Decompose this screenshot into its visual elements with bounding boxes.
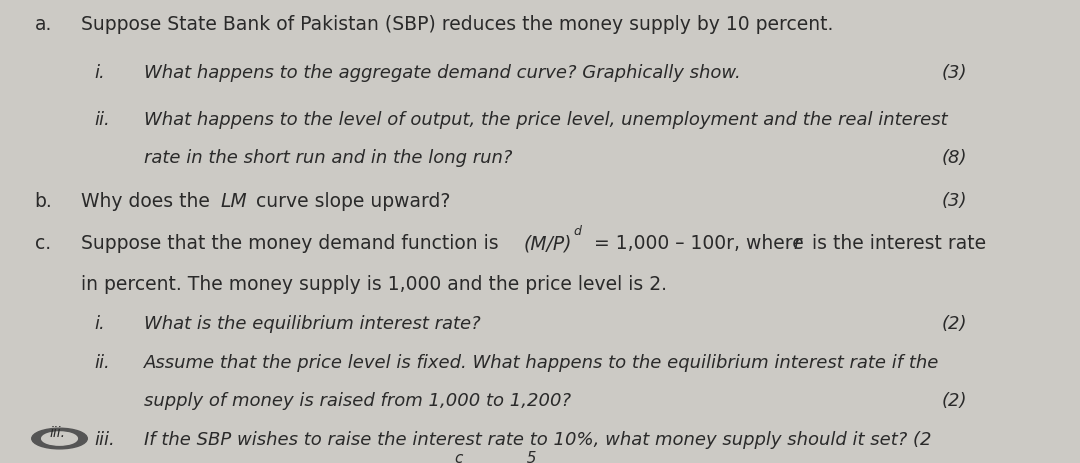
Circle shape <box>42 432 78 445</box>
Text: is the interest rate: is the interest rate <box>806 234 986 253</box>
Text: (8): (8) <box>942 149 968 167</box>
Text: LM: LM <box>220 192 247 211</box>
Text: c             5: c 5 <box>456 451 537 463</box>
Text: ii.: ii. <box>94 111 110 129</box>
Text: What happens to the level of output, the price level, unemployment and the real : What happens to the level of output, the… <box>144 111 947 129</box>
Text: r: r <box>794 234 801 253</box>
Text: If the SBP wishes to raise the interest rate to 10%, what money supply should it: If the SBP wishes to raise the interest … <box>144 431 931 449</box>
Text: (M/P): (M/P) <box>524 234 572 253</box>
Text: Suppose State Bank of Pakistan (SBP) reduces the money supply by 10 percent.: Suppose State Bank of Pakistan (SBP) red… <box>81 15 834 34</box>
Circle shape <box>31 428 87 449</box>
Text: b.: b. <box>35 192 53 211</box>
Text: ii.: ii. <box>94 354 110 372</box>
Text: iii.: iii. <box>50 425 66 440</box>
Text: (2): (2) <box>942 315 968 333</box>
Text: in percent. The money supply is 1,000 and the price level is 2.: in percent. The money supply is 1,000 an… <box>81 275 667 294</box>
Text: i.: i. <box>94 64 105 82</box>
Text: Why does the: Why does the <box>81 192 216 211</box>
Text: Assume that the price level is fixed. What happens to the equilibrium interest r: Assume that the price level is fixed. Wh… <box>144 354 940 372</box>
Text: a.: a. <box>35 15 52 34</box>
Text: What is the equilibrium interest rate?: What is the equilibrium interest rate? <box>144 315 481 333</box>
Text: d: d <box>573 225 581 238</box>
Text: What happens to the aggregate demand curve? Graphically show.: What happens to the aggregate demand cur… <box>144 64 741 82</box>
Text: Suppose that the money demand function is: Suppose that the money demand function i… <box>81 234 505 253</box>
Text: (3): (3) <box>942 192 968 210</box>
Text: i.: i. <box>94 315 105 333</box>
Text: curve slope upward?: curve slope upward? <box>249 192 450 211</box>
Text: iii.: iii. <box>94 431 114 449</box>
Text: supply of money is raised from 1,000 to 1,200?: supply of money is raised from 1,000 to … <box>144 393 571 411</box>
Text: rate in the short run and in the long run?: rate in the short run and in the long ru… <box>144 149 512 167</box>
Text: (3): (3) <box>942 64 968 82</box>
Text: (2): (2) <box>942 393 968 411</box>
Text: c.: c. <box>35 234 51 253</box>
Text: = 1,000 – 100r, where: = 1,000 – 100r, where <box>589 234 810 253</box>
